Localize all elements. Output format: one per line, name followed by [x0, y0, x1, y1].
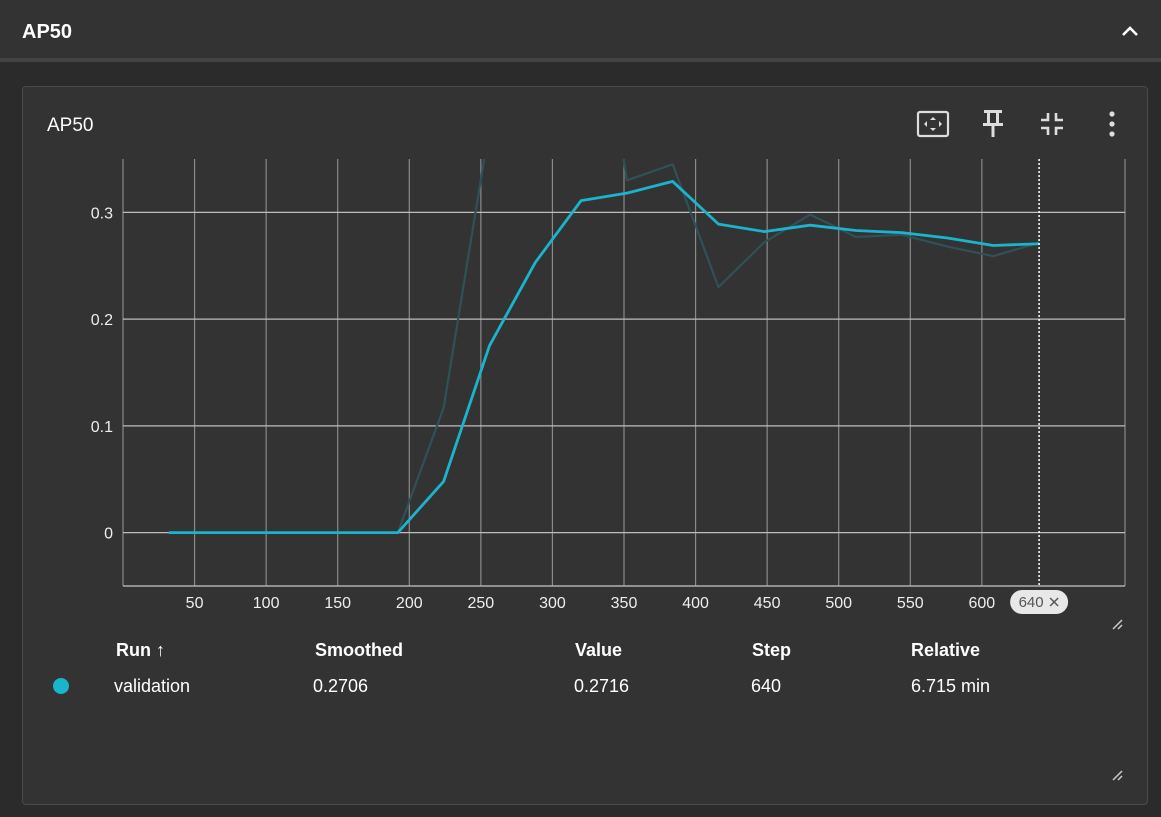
close-icon[interactable]: [1049, 597, 1059, 607]
column-header-step[interactable]: Step: [752, 640, 792, 660]
collapse-chart-button[interactable]: [1034, 107, 1070, 141]
column-header-smoothed[interactable]: Smoothed: [315, 640, 403, 660]
y-tick-label: 0.2: [91, 312, 113, 329]
x-tick-label: 500: [825, 595, 852, 612]
series-line-validation-smoothed: [168, 180, 1040, 535]
x-tick-label: 600: [969, 595, 996, 612]
series-line-validation-raw: [168, 159, 1040, 534]
y-tick-label: 0.3: [91, 205, 113, 222]
column-header-value[interactable]: Value: [575, 640, 623, 660]
x-tick-label: 300: [539, 595, 566, 612]
pin-button[interactable]: [975, 107, 1011, 141]
line-chart[interactable]: 640 50 100 150 200 250 300 350 400 450 500 550 600 0…: [23, 87, 1149, 647]
pin-icon: [983, 110, 1003, 137]
card-title: AP50: [47, 115, 94, 136]
cell-relative: 6.715 min: [911, 676, 991, 696]
more-options-button[interactable]: [1094, 107, 1130, 141]
x-tick-label: 100: [253, 595, 280, 612]
resize-handle-chart-icon[interactable]: [1111, 618, 1123, 630]
x-tick-label: 150: [324, 595, 351, 612]
section-title: AP50: [22, 21, 73, 43]
x-tick-label: 400: [682, 595, 709, 612]
y-tick-label: 0: [104, 526, 113, 543]
fit-domain-icon: [916, 110, 950, 138]
chart-card: AP50: [22, 86, 1148, 805]
hover-step-badge[interactable]: [1010, 590, 1069, 614]
x-tick-label: 200: [396, 595, 423, 612]
resize-handle-table-icon[interactable]: [1111, 769, 1123, 781]
x-tick-label: 450: [754, 595, 781, 612]
fit-domain-button[interactable]: [915, 107, 951, 141]
run-color-swatch: [53, 678, 69, 694]
cell-run: validation: [114, 676, 191, 696]
x-tick-label: 550: [897, 595, 924, 612]
more-vert-icon: [1109, 111, 1115, 137]
collapse-section-button[interactable]: [1116, 18, 1144, 44]
column-header-relative[interactable]: Relative: [911, 640, 981, 660]
chevron-up-icon: [1122, 26, 1138, 36]
collapse-icon: [1041, 113, 1063, 135]
cell-smoothed: 0.2706: [313, 676, 369, 696]
x-tick-label: 250: [468, 595, 495, 612]
x-tick-label: 50: [186, 595, 204, 612]
section-header: AP50: [0, 0, 1161, 62]
cell-step: 640: [751, 676, 782, 696]
column-header-run[interactable]: Run ↑: [116, 640, 165, 660]
y-tick-label: 0.1: [91, 419, 113, 436]
cell-value: 0.2716: [574, 676, 630, 696]
x-tick-label: 350: [611, 595, 638, 612]
hover-step-label: 640: [1019, 594, 1044, 611]
